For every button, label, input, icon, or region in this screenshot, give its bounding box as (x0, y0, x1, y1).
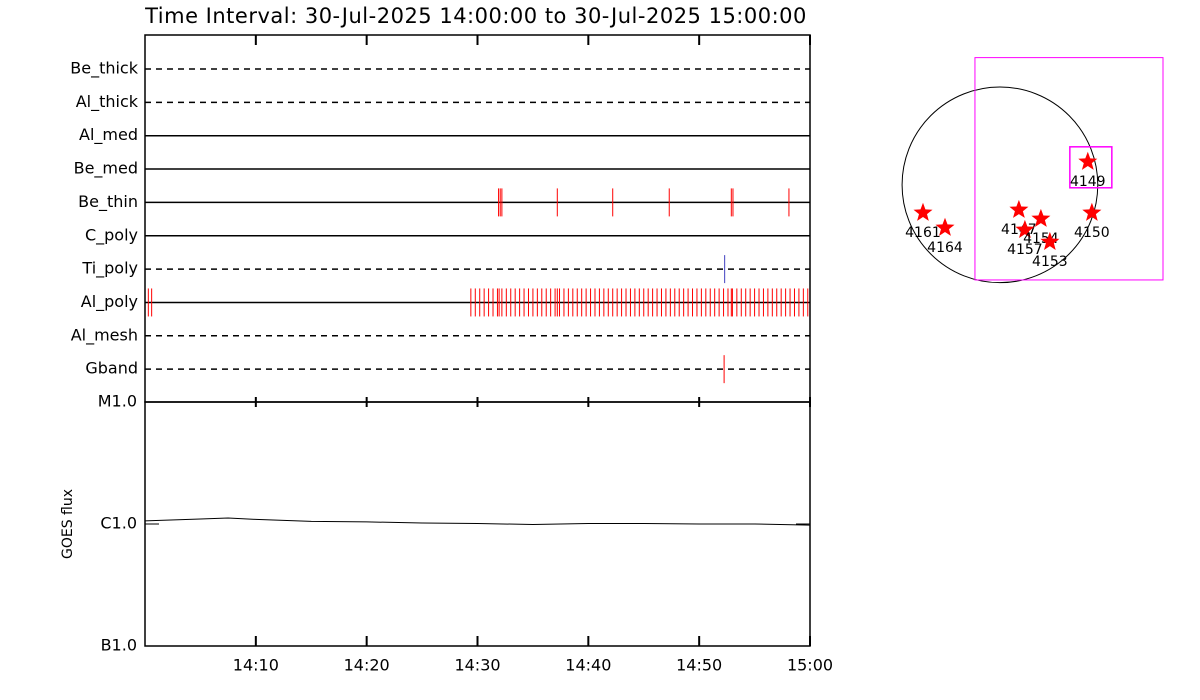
ar-star (1015, 219, 1035, 238)
ar-star (1009, 199, 1029, 218)
filter-label: C_poly (85, 225, 138, 245)
solar-disk (901, 86, 1099, 284)
filter-label: Al_mesh (71, 325, 138, 345)
y-tick-label: B1.0 (101, 636, 137, 655)
flux-line (144, 517, 811, 526)
y-axis-label: GOES flux (60, 489, 76, 559)
x-tick-label: 14:40 (565, 656, 611, 675)
x-tick-label: 15:00 (787, 656, 833, 675)
filter-label: Al_poly (81, 292, 138, 312)
filter-label: Be_thin (78, 192, 138, 212)
ar-label: 4161 (905, 225, 941, 241)
ar-star (1078, 151, 1098, 170)
ar-label: 4149 (1070, 174, 1106, 190)
filter-label: Ti_poly (81, 259, 138, 279)
filter-label: Be_med (74, 159, 138, 179)
ar-label: 4153 (1032, 254, 1068, 270)
x-tick-label: 14:20 (344, 656, 390, 675)
y-tick-label: M1.0 (98, 392, 137, 411)
x-tick-label: 14:30 (454, 656, 500, 675)
ar-star (1031, 208, 1051, 227)
title: Time Interval: 30-Jul-2025 14:00:00 to 3… (144, 4, 807, 28)
x-tick-label: 14:50 (676, 656, 722, 675)
ar-star (935, 217, 955, 236)
ar-label: 4150 (1074, 225, 1110, 241)
panel-frame (144, 34, 811, 403)
filter-label: Al_med (79, 125, 138, 145)
fov-box (974, 57, 1164, 281)
y-tick-label: C1.0 (100, 514, 137, 533)
ar-star (1082, 202, 1102, 221)
ar-label: 4164 (927, 240, 963, 256)
ar-star (1040, 231, 1060, 250)
ar-label: 4157 (1007, 242, 1043, 258)
filter-label: Be_thick (70, 59, 138, 79)
x-tick-label: 14:10 (233, 656, 279, 675)
fov-box (1069, 146, 1113, 189)
filter-label: Al_thick (76, 92, 139, 112)
ar-star (913, 202, 933, 221)
filter-label: Gband (85, 359, 138, 378)
